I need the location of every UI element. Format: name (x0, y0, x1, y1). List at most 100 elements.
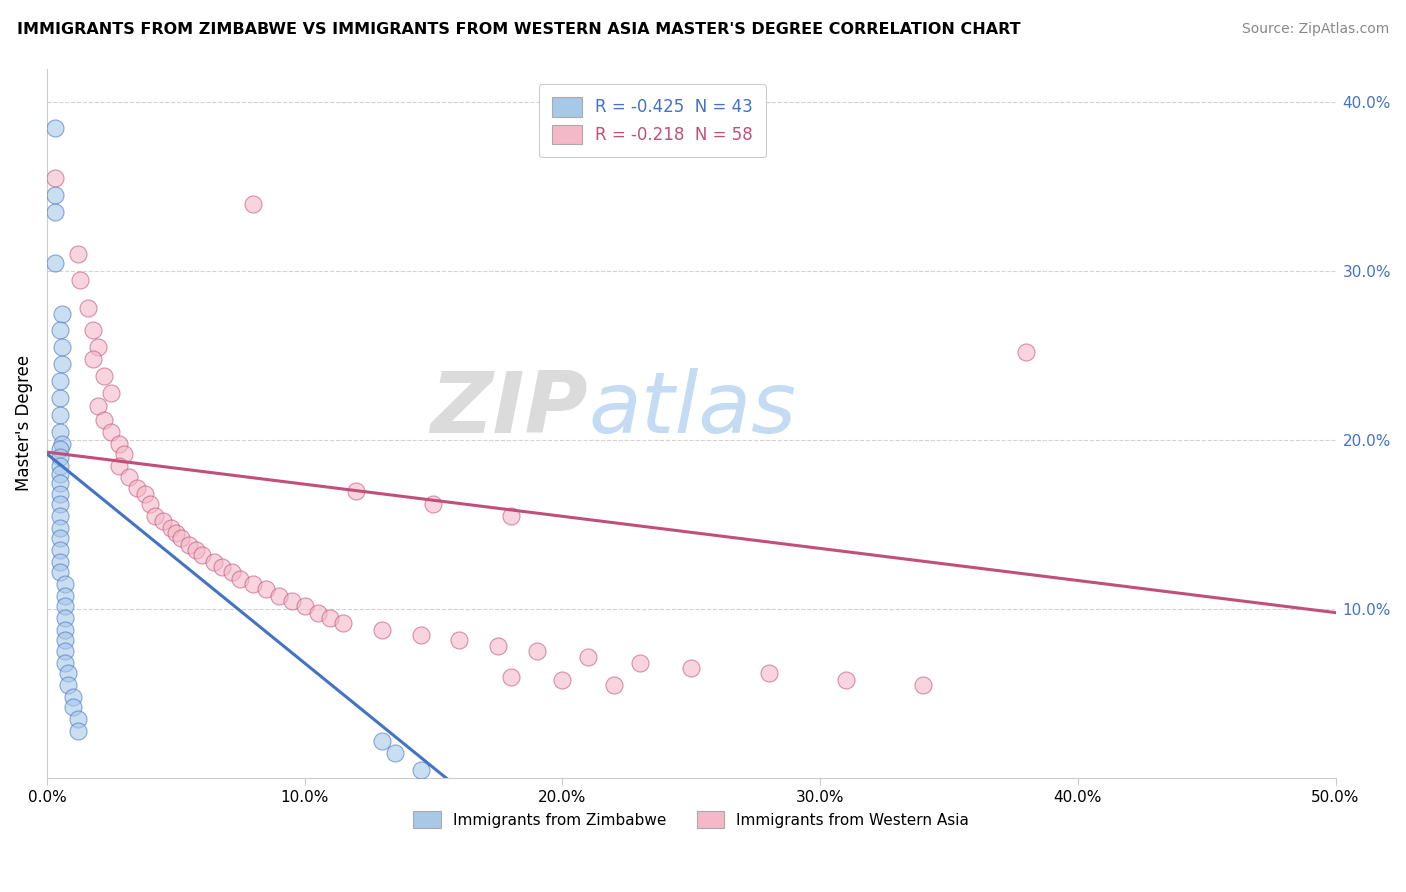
Point (62, 690, 84, 705)
Point (134, 487, 156, 501)
Legend: Immigrants from Zimbabwe, Immigrants from Western Asia: Immigrants from Zimbabwe, Immigrants fro… (406, 805, 976, 834)
Point (108, 436, 131, 450)
Point (53, 632, 76, 647)
Point (44, 205, 66, 219)
Point (53, 589, 76, 603)
Point (49, 408, 72, 422)
Point (49, 442, 72, 456)
Point (221, 565, 243, 579)
Point (1015, 345, 1038, 359)
Point (77, 301, 100, 316)
Text: IMMIGRANTS FROM ZIMBABWE VS IMMIGRANTS FROM WESTERN ASIA MASTER'S DEGREE CORRELA: IMMIGRANTS FROM ZIMBABWE VS IMMIGRANTS F… (17, 22, 1021, 37)
Point (449, 632, 471, 647)
Point (87, 400, 110, 414)
Point (56, 666, 79, 681)
Point (332, 615, 354, 630)
Point (44, 256, 66, 270)
Point (44, 188, 66, 202)
Point (53, 623, 76, 637)
Point (62, 700, 84, 714)
Point (526, 644, 548, 658)
Point (165, 526, 187, 541)
Point (912, 678, 935, 692)
Point (254, 582, 277, 596)
Point (66, 712, 89, 726)
Point (170, 531, 193, 545)
Point (82, 323, 104, 337)
Point (49, 521, 72, 535)
Point (112, 447, 135, 461)
Point (49, 323, 72, 337)
Point (294, 599, 316, 613)
Point (53, 599, 76, 613)
Point (371, 734, 394, 748)
Text: ZIP: ZIP (430, 368, 588, 450)
Point (186, 543, 208, 558)
Point (53, 644, 76, 658)
Point (211, 560, 233, 574)
Point (44, 120, 66, 135)
Point (384, 746, 406, 760)
Point (127, 481, 149, 495)
Point (93, 413, 115, 427)
Point (49, 555, 72, 569)
Point (49, 458, 72, 473)
Point (66, 723, 89, 738)
Point (280, 594, 302, 608)
Point (49, 475, 72, 490)
Point (229, 572, 252, 586)
Point (603, 678, 626, 692)
Text: Source: ZipAtlas.com: Source: ZipAtlas.com (1241, 22, 1389, 37)
Point (66, 247, 89, 261)
Point (100, 425, 122, 439)
Point (49, 425, 72, 439)
Point (486, 640, 509, 654)
Point (49, 391, 72, 405)
Point (118, 470, 141, 484)
Point (319, 610, 342, 624)
Point (93, 369, 115, 384)
Point (409, 627, 432, 641)
Point (100, 386, 122, 401)
Point (69, 273, 91, 287)
Point (242, 577, 264, 591)
Point (758, 666, 780, 681)
Point (87, 340, 110, 354)
Point (628, 657, 651, 671)
Point (139, 498, 162, 512)
Point (190, 548, 212, 562)
Y-axis label: Master's Degree: Master's Degree (15, 355, 32, 491)
Point (409, 763, 432, 777)
Text: atlas: atlas (588, 368, 796, 450)
Point (576, 649, 599, 664)
Point (82, 352, 104, 367)
Point (49, 450, 72, 465)
Point (49, 531, 72, 545)
Point (267, 589, 290, 603)
Point (159, 521, 181, 535)
Point (499, 670, 522, 684)
Point (49, 543, 72, 558)
Point (49, 374, 72, 388)
Point (242, 196, 264, 211)
Point (108, 458, 131, 473)
Point (204, 555, 226, 569)
Point (49, 509, 72, 524)
Point (53, 610, 76, 624)
Point (51, 340, 73, 354)
Point (49, 467, 72, 481)
Point (422, 498, 444, 512)
Point (49, 565, 72, 579)
Point (44, 171, 66, 186)
Point (51, 436, 73, 450)
Point (551, 673, 574, 688)
Point (835, 673, 858, 688)
Point (177, 538, 200, 552)
Point (51, 357, 73, 371)
Point (53, 577, 76, 591)
Point (681, 661, 703, 675)
Point (371, 623, 394, 637)
Point (53, 657, 76, 671)
Point (49, 487, 72, 501)
Point (344, 483, 367, 498)
